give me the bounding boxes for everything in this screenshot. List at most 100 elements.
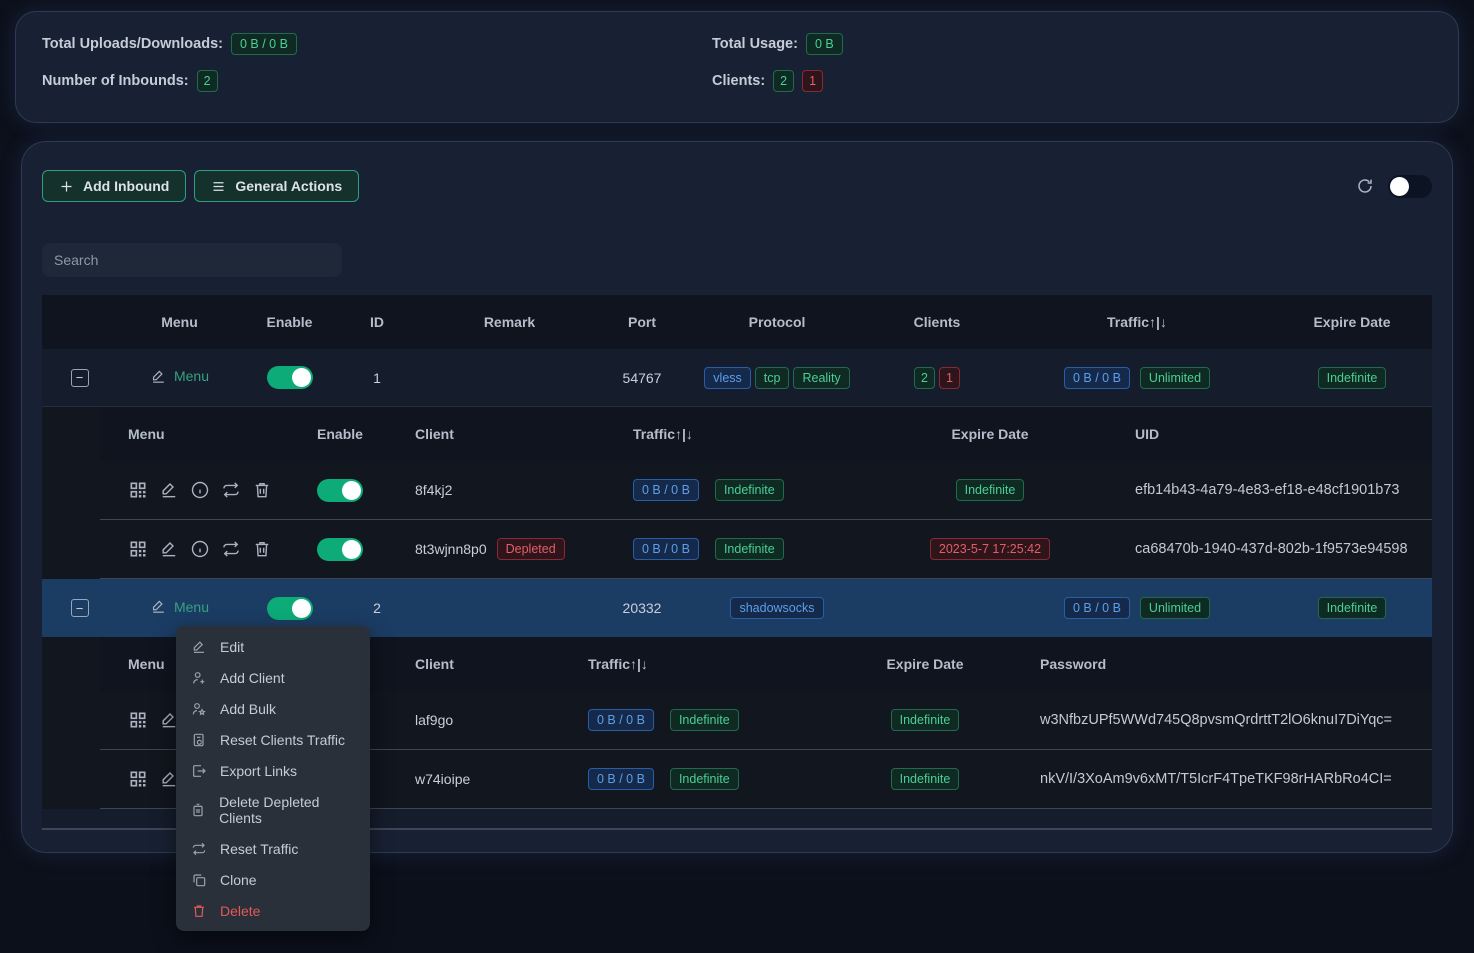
qr-code-icon[interactable]	[128, 769, 148, 789]
stat-value-badge: 0 B / 0 B	[231, 33, 297, 55]
col-protocol: Protocol	[682, 314, 872, 330]
stat-total-uploads-downloads: Total Uploads/Downloads: 0 B / 0 B	[42, 32, 712, 56]
expire-badge: Indefinite	[891, 709, 960, 731]
inbounds-table-header: Menu Enable ID Remark Port Protocol Clie…	[42, 295, 1432, 349]
menu-item-add-client[interactable]: Add Client	[176, 662, 370, 693]
traffic-tags: 0 B / 0 B Unlimited	[1002, 367, 1272, 389]
traffic-total-badge: Indefinite	[715, 479, 784, 501]
delete-icon[interactable]	[252, 480, 272, 500]
delete-icon[interactable]	[252, 539, 272, 559]
qr-code-icon[interactable]	[128, 539, 148, 559]
toggle-knob	[342, 481, 361, 500]
menu-item-reset-clients-traffic[interactable]: Reset Clients Traffic	[176, 724, 370, 755]
menu-item-delete[interactable]: Delete	[176, 895, 370, 926]
enable-toggle[interactable]	[317, 538, 363, 561]
dark-mode-toggle[interactable]	[1388, 175, 1432, 198]
reset-traffic-icon[interactable]	[221, 480, 241, 500]
depleted-badge: Depleted	[497, 538, 565, 560]
col-enable: Enable	[295, 426, 385, 442]
inbound-row-1: − Menu 1 54767 vless tcp Reality 2 1 0 B	[42, 349, 1432, 407]
traffic-total-badge: Indefinite	[715, 538, 784, 560]
clients-depleted-badge: 1	[939, 367, 960, 389]
toolbar: Add Inbound General Actions	[42, 170, 1432, 202]
add-inbound-button[interactable]: Add Inbound	[42, 170, 186, 202]
col-expire-date: Expire Date	[890, 426, 1090, 442]
toggle-knob	[342, 540, 361, 559]
stat-total-usage: Total Usage: 0 B	[712, 32, 1432, 56]
info-icon[interactable]	[190, 539, 210, 559]
expire-badge: Indefinite	[956, 479, 1025, 501]
edit-icon[interactable]	[159, 539, 179, 559]
plus-icon	[59, 179, 74, 194]
stat-label: Clients:	[712, 73, 765, 89]
client-row: 8f4kj2 0 B / 0 B Indefinite Indefinite e…	[100, 461, 1432, 520]
edit-icon[interactable]	[159, 480, 179, 500]
stat-number-of-inbounds: Number of Inbounds: 2	[42, 69, 712, 93]
inbound-id: 1	[337, 370, 417, 386]
enable-toggle[interactable]	[267, 366, 313, 389]
stat-label: Number of Inbounds:	[42, 73, 189, 89]
inbound-menu-link[interactable]: Menu	[150, 598, 209, 615]
menu-item-export-links[interactable]: Export Links	[176, 755, 370, 786]
refresh-icon[interactable]	[1356, 177, 1374, 195]
traffic-badge: 0 B / 0 B	[1064, 367, 1130, 389]
menu-item-clone[interactable]: Clone	[176, 864, 370, 895]
inbound-menu-link[interactable]: Menu	[150, 368, 209, 385]
search-input[interactable]	[42, 243, 342, 277]
col-menu: Menu	[100, 426, 295, 442]
client-name: 8f4kj2	[415, 482, 452, 498]
menu-item-delete-depleted-clients[interactable]: Delete Depleted Clients	[176, 786, 370, 833]
col-port: Port	[602, 314, 682, 330]
collapse-row-button[interactable]: −	[71, 599, 89, 617]
traffic-badge: 0 B / 0 B	[633, 538, 699, 560]
col-traffic[interactable]: Traffic↑|↓	[595, 426, 890, 442]
clients-badges: 2 1	[872, 367, 1002, 389]
add-inbound-label: Add Inbound	[83, 178, 169, 194]
client-password: nkV/I/3XoAm9v6xMT/T5IcrF4TpeTKF98rHARbRo…	[1030, 771, 1432, 787]
hamburger-icon	[211, 179, 226, 194]
stat-value-badge: 2	[197, 70, 218, 92]
clients-depleted-badge: 1	[802, 70, 823, 92]
menu-link-label: Menu	[174, 368, 209, 384]
menu-item-reset-traffic[interactable]: Reset Traffic	[176, 833, 370, 864]
expire-badge: Indefinite	[891, 768, 960, 790]
reset-traffic-icon[interactable]	[221, 539, 241, 559]
enable-toggle[interactable]	[267, 597, 313, 620]
reset-clients-traffic-icon	[190, 732, 207, 748]
reset-traffic-icon	[190, 841, 207, 857]
export-icon	[190, 763, 207, 779]
qr-code-icon[interactable]	[128, 480, 148, 500]
inbound-port: 20332	[602, 600, 682, 616]
qr-code-icon[interactable]	[128, 710, 148, 730]
traffic-total-badge: Unlimited	[1140, 597, 1210, 619]
menu-item-add-bulk[interactable]: Add Bulk	[176, 693, 370, 724]
users-add-icon	[190, 701, 207, 717]
clients-table-header: Menu Enable Client Traffic↑|↓ Expire Dat…	[100, 407, 1432, 461]
stat-label: Total Usage:	[712, 36, 798, 52]
inbound-port: 54767	[602, 370, 682, 386]
protocol-tag: tcp	[755, 367, 790, 389]
edit-icon	[150, 598, 167, 615]
collapse-row-button[interactable]: −	[71, 369, 89, 387]
traffic-badge: 0 B / 0 B	[1064, 597, 1130, 619]
delete-depleted-icon	[190, 802, 206, 818]
toggle-knob	[292, 368, 311, 387]
info-icon[interactable]	[190, 480, 210, 500]
enable-toggle[interactable]	[317, 479, 363, 502]
clients-subtable-1: Menu Enable Client Traffic↑|↓ Expire Dat…	[42, 407, 1432, 579]
col-traffic[interactable]: Traffic↑|↓	[570, 656, 820, 672]
general-actions-button[interactable]: General Actions	[194, 170, 359, 202]
client-name: w74ioipe	[415, 771, 470, 787]
delete-icon	[190, 903, 207, 919]
expire-badge: 2023-5-7 17:25:42	[930, 538, 1050, 560]
menu-item-edit[interactable]: Edit	[176, 631, 370, 662]
protocol-tag: shadowsocks	[730, 597, 823, 619]
col-traffic[interactable]: Traffic↑|↓	[1002, 314, 1272, 330]
col-clients: Clients	[872, 314, 1002, 330]
expire-badge: Indefinite	[1318, 597, 1387, 619]
user-add-icon	[190, 670, 207, 686]
client-uid: efb14b43-4a79-4e83-ef18-e48cf1901b73	[1090, 482, 1432, 498]
protocol-tag: vless	[704, 367, 750, 389]
traffic-total-badge: Indefinite	[670, 768, 739, 790]
general-actions-label: General Actions	[235, 178, 342, 194]
